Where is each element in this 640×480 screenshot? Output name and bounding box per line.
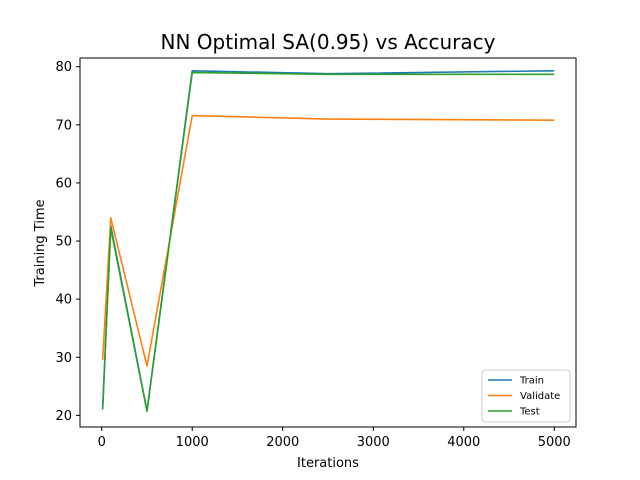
x-tick-label-3: 3000	[357, 435, 390, 450]
x-tick-label-1: 1000	[176, 435, 209, 450]
x-tick-label-4: 4000	[447, 435, 480, 450]
series-line-test	[101, 71, 555, 413]
x-tick-label-2: 2000	[266, 435, 299, 450]
plot-area	[79, 57, 577, 428]
legend-label-validate: Validate	[520, 391, 560, 402]
y-axis-ticks: 20 30 40 50 60 70 80	[55, 60, 80, 424]
legend: Train Validate Test	[481, 369, 571, 423]
x-axis-ticks: 0 1000 2000 3000 4000 5000	[98, 427, 571, 450]
y-tick-label-1: 30	[55, 351, 72, 366]
lines-layer	[101, 69, 555, 413]
x-axis-label: Iterations	[297, 456, 359, 471]
y-tick-label-6: 80	[55, 60, 72, 75]
y-tick-label-0: 20	[55, 409, 72, 424]
legend-items: Train Validate Test	[488, 376, 560, 418]
x-tick-label-5: 5000	[538, 435, 571, 450]
y-tick-label-5: 70	[55, 118, 72, 133]
y-axis-label: Training Time	[33, 199, 48, 287]
y-tick-label-2: 40	[55, 293, 72, 308]
axes-frame	[79, 57, 577, 428]
legend-box	[481, 369, 571, 423]
x-tick-label-0: 0	[98, 435, 106, 450]
y-tick-label-4: 60	[55, 176, 72, 191]
legend-label-test: Test	[519, 407, 540, 418]
legend-label-train: Train	[519, 376, 544, 387]
y-tick-label-3: 50	[55, 235, 72, 250]
chart-title: NN Optimal SA(0.95) vs Accuracy	[161, 30, 496, 54]
